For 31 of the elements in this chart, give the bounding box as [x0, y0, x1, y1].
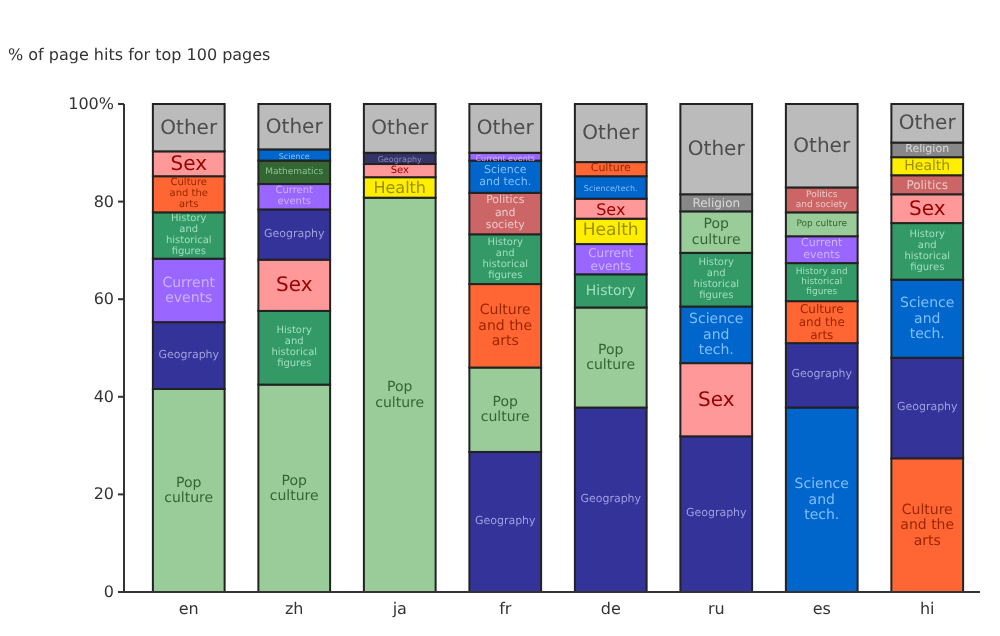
y-tick-label: 100% — [68, 95, 115, 113]
y-tick-label: 80 — [93, 192, 114, 211]
x-tick-label: es — [812, 600, 831, 618]
x-tick-label: hi — [919, 600, 935, 618]
data-label: Sex — [170, 152, 208, 175]
data-label: Health — [582, 221, 639, 242]
x-tick-label: zh — [284, 600, 304, 618]
y-tick-label: 20 — [93, 485, 114, 504]
y-tick-label: 40 — [93, 387, 114, 406]
data-label: Other — [898, 112, 958, 135]
data-label: Other — [687, 138, 747, 161]
bar — [468, 103, 543, 154]
data-label: Sex — [596, 199, 626, 218]
data-label: Other — [371, 117, 430, 140]
data-label: Other — [265, 115, 325, 138]
y-tick-label: 0 — [103, 583, 114, 601]
data-label: Sex — [276, 274, 313, 297]
data-label: Other — [582, 122, 641, 145]
data-label: Sex — [909, 197, 946, 220]
data-label: Other — [160, 116, 219, 139]
y-axis-title: % of page hits for top 100 pages — [8, 46, 271, 64]
x-tick-label: ru — [707, 600, 725, 618]
x-tick-label: fr — [499, 600, 513, 618]
data-label: Other — [476, 117, 536, 140]
x-tick-label: de — [600, 600, 621, 618]
data-label: Health — [373, 178, 427, 197]
x-tick-label: en — [178, 600, 199, 618]
data-label: Other — [793, 134, 852, 157]
x-tick-label: ja — [390, 600, 408, 618]
y-tick-label: 60 — [93, 290, 114, 309]
data-label: Sex — [698, 388, 735, 411]
